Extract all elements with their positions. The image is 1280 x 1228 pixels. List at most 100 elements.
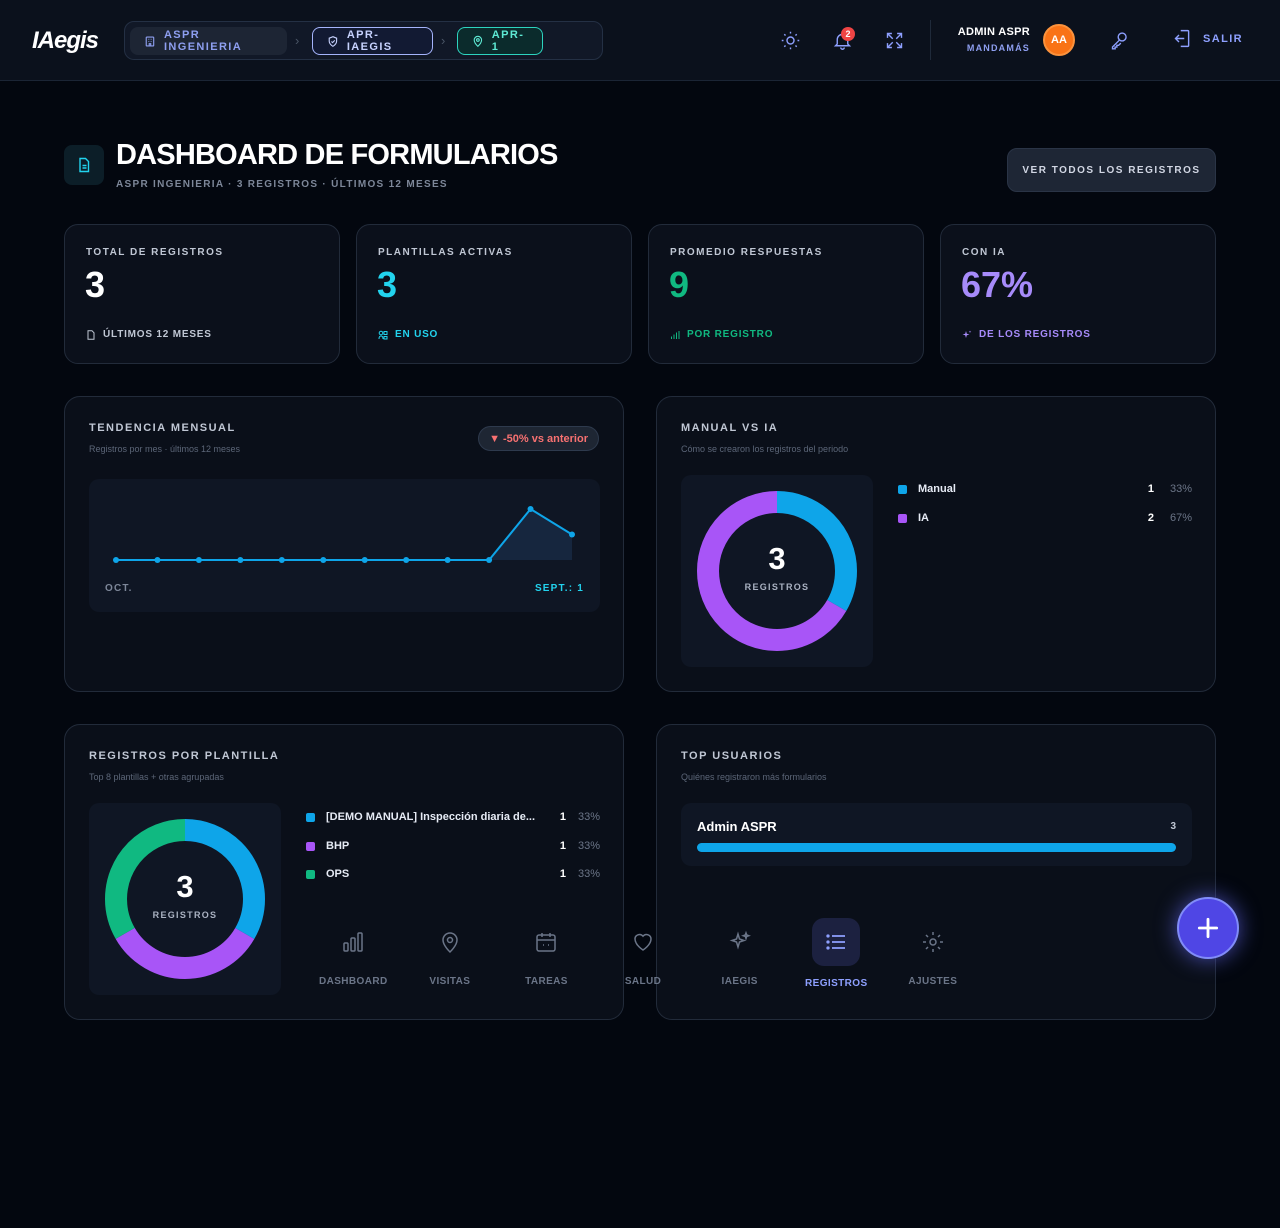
legend-swatch: [306, 841, 315, 851]
user-row-count: 3: [1170, 821, 1176, 832]
divider: [930, 20, 931, 60]
donut-total-label: REGISTROS: [744, 582, 810, 592]
legend-percent: 67%: [1169, 512, 1192, 524]
trend-point: [113, 557, 119, 563]
top-users-panel: TOP USUARIOS Quiénes registraron más for…: [656, 724, 1216, 1020]
trend-point: [569, 531, 575, 538]
breadcrumb-project[interactable]: APR-IAEGIS: [312, 27, 433, 55]
donut-total: 3: [176, 869, 194, 904]
kpi-value: 3: [85, 264, 106, 305]
legend-swatch: [306, 869, 315, 879]
x-axis-start-label: OCT.: [105, 583, 133, 594]
donut-slice: [105, 819, 265, 979]
donut-slice: [105, 819, 265, 979]
kpi-card-total: TOTAL DE REGISTROS 3 ÚLTIMOS 12 MESES: [64, 224, 340, 364]
trend-point: [444, 557, 451, 563]
panel-subtitle: Registros por mes · últimos 12 meses: [89, 444, 241, 454]
user-progress-fill: [697, 843, 1176, 852]
trend-point: [403, 557, 410, 563]
donut-chart: 3 REGISTROS: [681, 475, 873, 667]
donut-total-label: REGISTROS: [152, 910, 218, 920]
avatar[interactable]: AA: [1043, 24, 1075, 56]
trend-point: [154, 557, 161, 563]
legend-label: BHP: [326, 840, 350, 852]
donut-chart: 3 REGISTROS: [89, 803, 281, 995]
user-row-name: Admin ASPR: [697, 819, 777, 834]
kpi-value: 9: [669, 264, 690, 305]
kpi-card-templates: PLANTILLAS ACTIVAS 3 EN USO: [356, 224, 632, 364]
user-name: ADMIN ASPR: [957, 26, 1030, 38]
app-logo[interactable]: IAegis: [32, 27, 99, 54]
chevron-right-icon: ›: [441, 33, 446, 48]
nav-label: SALUD: [624, 976, 662, 987]
breadcrumb: ASPR INGENIERIA › APR-IAEGIS › APR-1: [124, 21, 603, 60]
kpi-footer: EN USO: [378, 329, 438, 340]
templates-icon: [378, 330, 388, 339]
key-icon[interactable]: [1107, 28, 1131, 52]
nav-item-dashboard[interactable]: DASHBOARD: [305, 903, 402, 1000]
nav-item-tareas[interactable]: TAREAS: [498, 903, 595, 1000]
settings-icon: [909, 918, 957, 966]
shield-icon: [328, 35, 338, 47]
nav-item-visitas[interactable]: VISITAS: [402, 903, 499, 1000]
legend-swatch: [898, 513, 907, 523]
x-axis-end-label: SEPT.: 1: [534, 583, 584, 594]
nav-item-ajustes[interactable]: AJUSTES: [885, 903, 982, 1000]
fullscreen-icon[interactable]: [882, 28, 906, 52]
panel-title: TOP USUARIOS: [681, 750, 783, 762]
user-row[interactable]: Admin ASPR 3: [681, 803, 1192, 866]
kpi-card-average: PROMEDIO RESPUESTAS 9 POR REGISTRO: [648, 224, 924, 364]
legend-item: Manual 1 33%: [898, 480, 1192, 498]
legend-label: [DEMO MANUAL] Inspección diaria de...: [326, 811, 536, 823]
nav-item-registros[interactable]: REGISTROS: [788, 903, 885, 1000]
map-pin-icon: [473, 35, 483, 47]
kpi-footer-label: POR REGISTRO: [687, 329, 774, 340]
legend-percent: 33%: [577, 868, 600, 880]
legend-count: 2: [1147, 512, 1154, 524]
kpi-footer-label: DE LOS REGISTROS: [979, 329, 1091, 340]
legend-item: BHP 1 33%: [306, 837, 600, 855]
plus-icon: [1197, 917, 1219, 939]
legend-item: IA 2 67%: [898, 509, 1192, 527]
breadcrumb-site-label: APR-1: [491, 29, 525, 53]
logout-button[interactable]: SALIR: [1172, 28, 1243, 49]
legend-item: OPS 1 33%: [306, 865, 600, 883]
sparkles-icon: [716, 918, 764, 966]
theme-toggle-sun-icon[interactable]: [778, 28, 802, 52]
logout-icon: [1174, 29, 1190, 48]
nav-item-iaegis[interactable]: IAEGIS: [691, 903, 788, 1000]
logout-label: SALIR: [1203, 32, 1243, 45]
kpi-label: TOTAL DE REGISTROS: [86, 247, 224, 258]
trend-point: [527, 506, 534, 512]
breadcrumb-site[interactable]: APR-1: [457, 27, 543, 55]
bars-icon: [671, 330, 680, 339]
trend-point: [237, 557, 244, 563]
nav-label: TAREAS: [525, 976, 568, 987]
legend-label: OPS: [326, 868, 350, 880]
document-icon: [87, 329, 95, 340]
donut-chart-svg: [105, 819, 265, 979]
by-template-panel: REGISTROS POR PLANTILLA Top 8 plantillas…: [64, 724, 624, 1020]
calendar-icon: [522, 918, 570, 966]
breadcrumb-company[interactable]: ASPR INGENIERIA: [130, 27, 287, 55]
nav-label: IAEGIS: [721, 976, 758, 987]
breadcrumb-company-label: ASPR INGENIERIA: [163, 29, 243, 53]
panel-subtitle: Top 8 plantillas + otras agrupadas: [89, 772, 224, 782]
kpi-label: PLANTILLAS ACTIVAS: [378, 247, 513, 258]
chevron-right-icon: ›: [295, 33, 300, 48]
heart-icon: [619, 918, 667, 966]
bar-chart-icon: [329, 918, 377, 966]
view-all-records-button[interactable]: VER TODOS LOS REGISTROS: [1007, 148, 1216, 192]
user-progress-track: [697, 843, 1176, 852]
panel-title: TENDENCIA MENSUAL: [89, 422, 236, 434]
kpi-footer: POR REGISTRO: [670, 329, 773, 340]
kpi-label: CON IA: [962, 247, 1006, 258]
kpi-value: 3: [377, 264, 398, 305]
nav-item-salud[interactable]: SALUD: [595, 903, 692, 1000]
panel-subtitle: Cómo se crearon los registros del period…: [681, 444, 849, 454]
trend-chart: OCT. SEPT.: 1: [89, 479, 600, 612]
donut-total: 3: [768, 541, 786, 576]
kpi-footer-label: ÚLTIMOS 12 MESES: [103, 329, 212, 340]
add-record-button[interactable]: [1177, 897, 1239, 959]
document-icon: [64, 145, 104, 185]
